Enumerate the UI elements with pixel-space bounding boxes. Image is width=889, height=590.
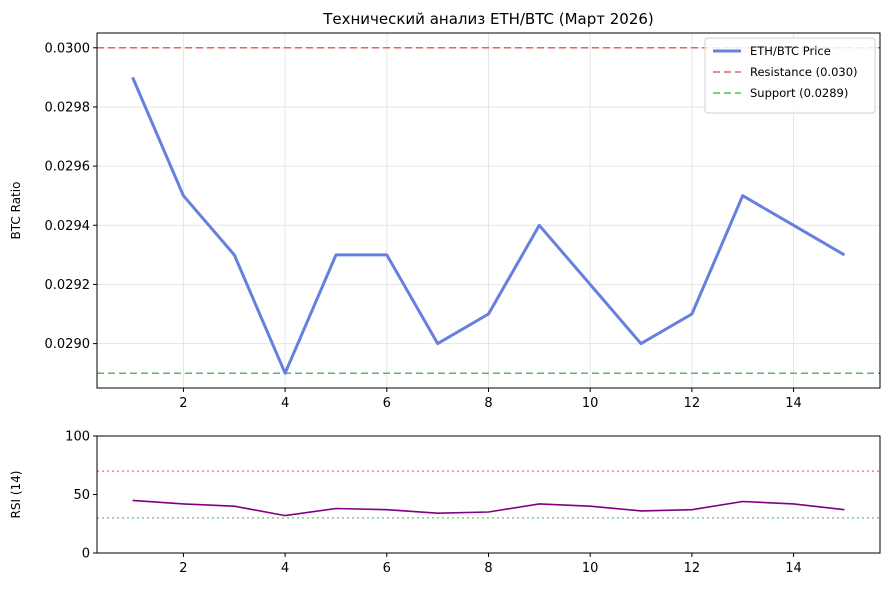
legend-label: Support (0.0289)	[750, 86, 848, 100]
y-tick-label: 0.0296	[45, 160, 91, 175]
y-tick-label: 0.0290	[45, 337, 91, 352]
y-axis-label: BTC Ratio	[9, 182, 23, 240]
y-tick-label: 0.0298	[45, 100, 91, 115]
x-tick-label: 14	[785, 396, 802, 411]
y-tick-label: 0.0294	[45, 219, 91, 234]
y-tick-label: 0.0292	[45, 278, 91, 293]
legend-label: Resistance (0.030)	[750, 65, 858, 79]
x-tick-label: 12	[684, 561, 701, 576]
rsi-y-axis-label: RSI (14)	[9, 471, 23, 519]
series-line	[132, 499, 845, 517]
x-tick-label: 10	[582, 561, 599, 576]
legend: ETH/BTC Price Resistance (0.030) Support (…	[704, 37, 876, 114]
x-tick-label: 8	[484, 396, 492, 411]
chart-title: Технический анализ ETH/BTC (Март 2026)	[322, 10, 654, 28]
x-tick-label: 6	[383, 396, 391, 411]
x-tick-label: 6	[383, 561, 391, 576]
y-tick-label: 100	[65, 430, 90, 445]
legend-box	[704, 37, 876, 114]
rsi-y-ticks: 0 50 100	[65, 430, 97, 562]
rsi-x-ticks: 2 4 6 8 10 12 14	[179, 553, 802, 576]
price-x-ticks: 2 4 6 8 10 12 14	[179, 388, 802, 411]
x-tick-label: 2	[179, 561, 187, 576]
y-tick-label: 0.0300	[45, 41, 91, 56]
x-tick-label: 4	[281, 396, 289, 411]
price-chart-panel: Технический анализ ETH/BTC (Март 2026) B…	[9, 10, 881, 411]
price-series	[131, 76, 846, 375]
rsi-reference-lines	[97, 470, 880, 519]
rsi-plot-frame	[96, 435, 881, 554]
x-tick-label: 4	[281, 561, 289, 576]
x-tick-label: 14	[785, 561, 802, 576]
price-y-ticks: 0.0290 0.0292 0.0294 0.0296 0.0298 0.0300	[45, 41, 97, 352]
x-tick-label: 12	[684, 396, 701, 411]
x-tick-label: 2	[179, 396, 187, 411]
y-tick-label: 50	[73, 488, 90, 503]
y-tick-label: 0	[82, 547, 90, 562]
x-tick-label: 8	[484, 561, 492, 576]
legend-label: ETH/BTC Price	[750, 44, 831, 58]
rsi-chart-panel: RSI (14) 2 4 6 8 10 12 14 0 50 100	[9, 430, 881, 576]
rsi-series	[132, 499, 845, 517]
x-tick-label: 10	[582, 396, 599, 411]
